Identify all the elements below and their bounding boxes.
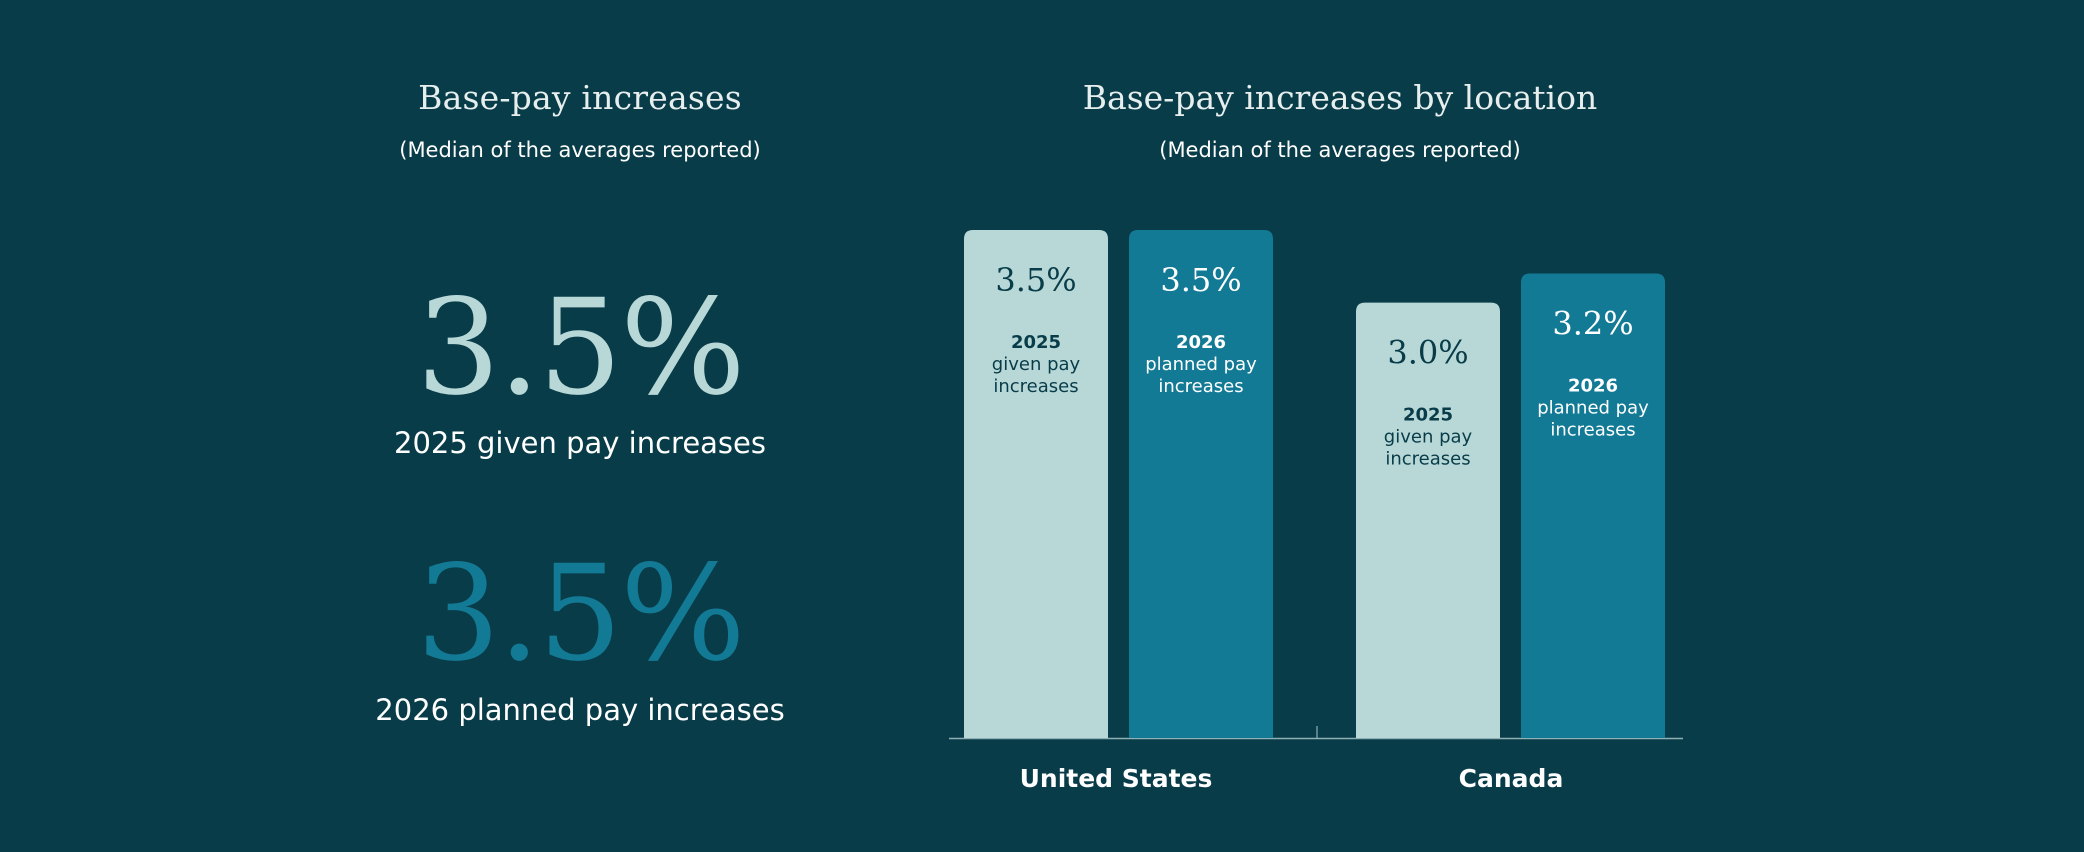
bar-year-label-2026-0: 2026 [1176,332,1226,353]
chart-title: Base-pay increases by location [1082,78,1598,117]
bar-desc-label-2025-0-1: increases [993,376,1078,397]
bar-year-label-2025-0: 2025 [1011,332,1061,353]
stat-2026-label: 2026 planned pay increases [375,693,785,727]
overall-title: Base-pay increases [418,78,742,117]
overall-stats-panel: Base-pay increases (Median of the averag… [330,0,830,852]
bar-desc-label-2025-1-0: given pay [1384,427,1473,448]
bar-year-label-2026-1: 2026 [1568,376,1618,397]
bar-year-label-2025-1: 2025 [1403,405,1453,426]
bar-2026-0 [1129,230,1273,738]
bar-desc-label-2026-0-1: increases [1158,376,1243,397]
bar-value-label-2026-0: 3.5% [1160,261,1241,299]
category-label-0: United States [1020,764,1213,793]
bar-value-label-2025-1: 3.0% [1387,334,1468,372]
bar-desc-label-2025-0-0: given pay [992,354,1081,375]
chart-subtitle: (Median of the averages reported) [1159,138,1521,162]
bar-desc-label-2026-1-0: planned pay [1537,398,1649,419]
bar-2026-1 [1521,273,1665,738]
bar-value-label-2026-1: 3.2% [1552,305,1633,343]
bar-value-label-2025-0: 3.5% [995,261,1076,299]
stat-2025-value: 3.5% [416,271,745,425]
overall-subtitle: (Median of the averages reported) [399,138,761,162]
bar-desc-label-2025-1-1: increases [1385,449,1470,470]
stat-2026-value: 3.5% [416,537,745,691]
bar-2025-1 [1356,302,1500,738]
bar-desc-label-2026-1-1: increases [1550,420,1635,441]
stat-2025-label: 2025 given pay increases [394,426,766,460]
bar-desc-label-2026-0-0: planned pay [1145,354,1257,375]
bar-2025-0 [964,230,1108,738]
category-label-1: Canada [1459,764,1564,793]
